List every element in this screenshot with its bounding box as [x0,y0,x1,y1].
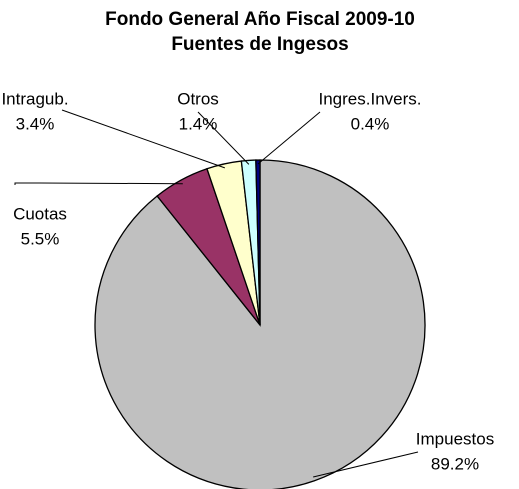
leader-line [61,109,226,169]
slice-value: 0.4% [351,114,390,133]
leader-line [14,182,183,185]
pie-slice [94,159,426,489]
slice-value: 3.4% [16,114,55,133]
slice-label: Intragub. [1,89,68,108]
slice-label: Impuestos [416,429,494,448]
leader-line [313,451,419,478]
slice-label: Otros [177,89,219,108]
pie-slice [255,159,261,326]
slice-label: Ingres.Invers. [319,89,422,108]
slice-value: 89.2% [431,454,479,473]
leader-line [257,111,321,165]
chart-title: Fondo General Año Fiscal 2009-10 [105,9,415,30]
slice-value: 5.5% [21,229,60,248]
slice-label: Cuotas [13,204,67,223]
slice-value: 1.4% [179,114,218,133]
leader-line [197,111,250,165]
chart-title: Fuentes de Ingesos [171,34,348,55]
